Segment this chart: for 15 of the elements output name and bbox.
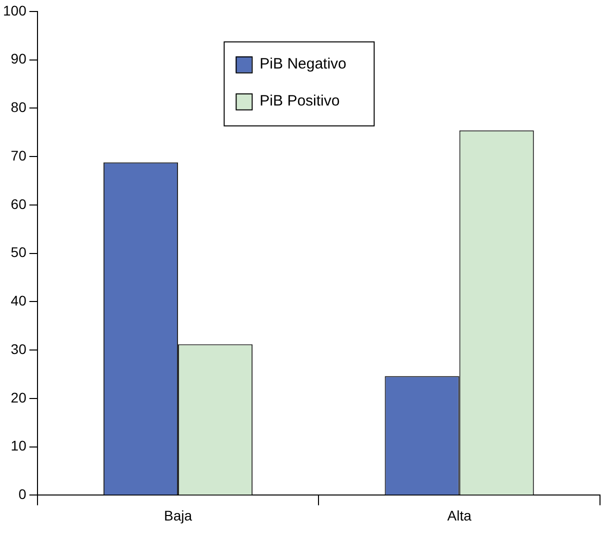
y-tick-label: 100 — [3, 2, 27, 18]
y-tick-label: 70 — [10, 147, 27, 164]
x-tick-label: Alta — [447, 507, 472, 524]
y-tick-label: 0 — [18, 486, 27, 502]
y-tick-label: 80 — [10, 99, 27, 116]
y-tick-label: 60 — [10, 196, 27, 212]
y-tick-label: 90 — [10, 50, 27, 67]
y-tick-label: 20 — [10, 389, 27, 406]
y-tick-label: 50 — [10, 244, 27, 260]
legend-label: PiB Positivo — [260, 92, 340, 110]
y-tick-label: 30 — [10, 340, 27, 357]
y-tick-label: 10 — [10, 438, 27, 454]
y-tick-label: 40 — [10, 292, 27, 309]
x-tick-label: Baja — [164, 507, 192, 524]
legend-label: PiB Negativo — [260, 56, 346, 73]
